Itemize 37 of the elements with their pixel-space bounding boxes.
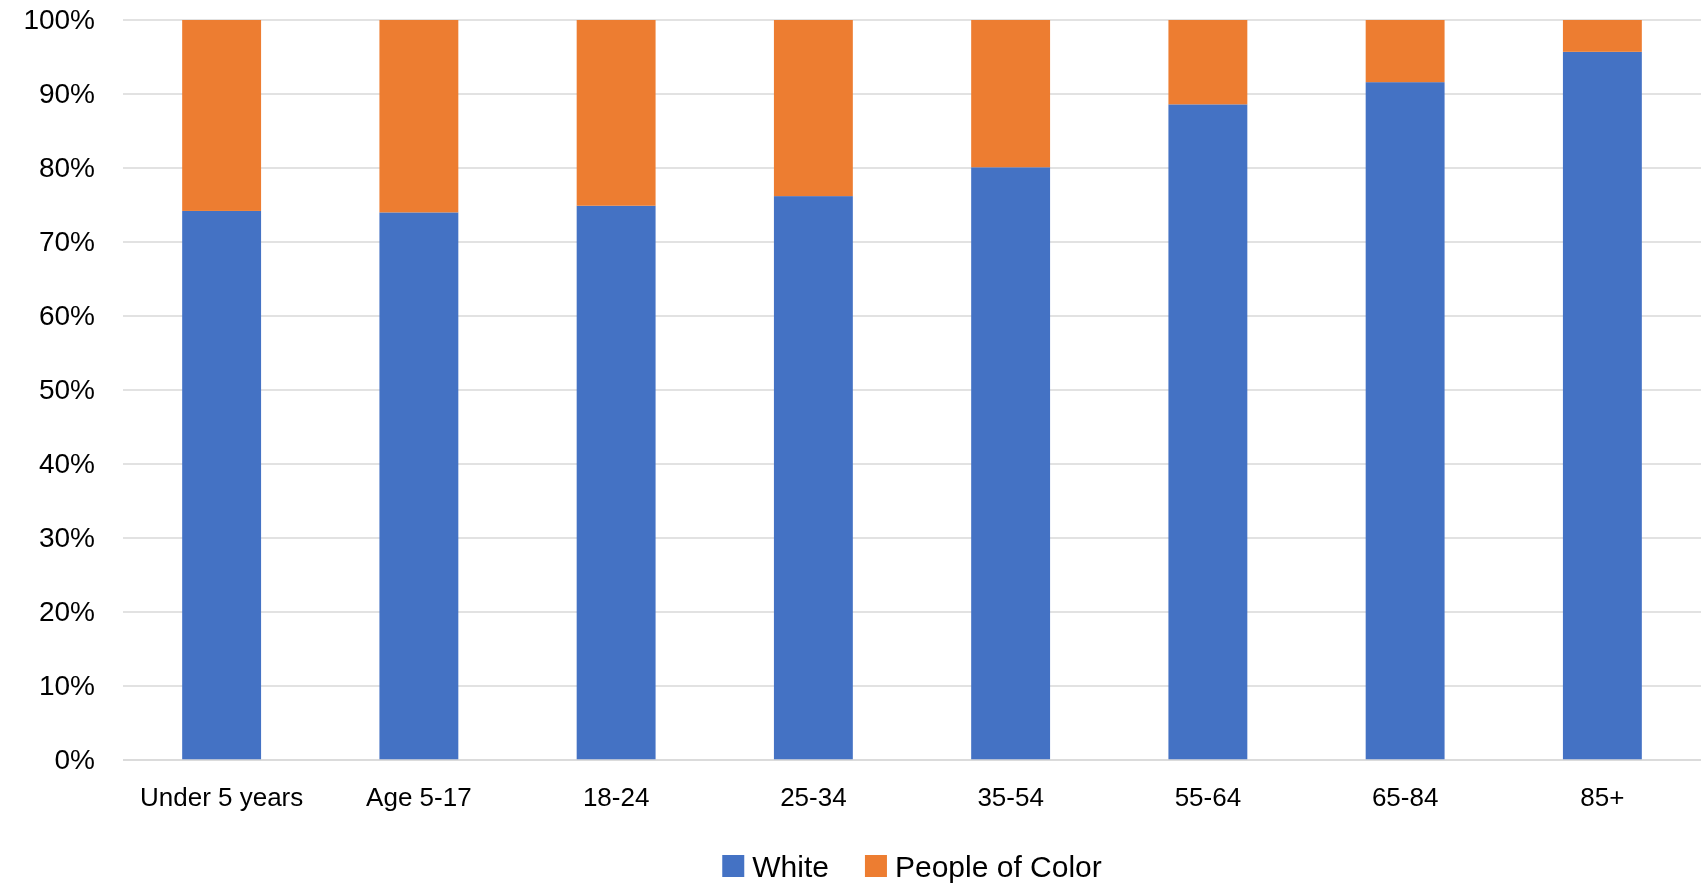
bar <box>1562 51 1642 760</box>
x-tick-label: 65-84 <box>1371 782 1439 813</box>
y-tick-label: 10% <box>38 670 95 702</box>
bar <box>1365 20 1445 83</box>
bar <box>971 20 1051 168</box>
bar <box>182 20 262 211</box>
bar <box>1168 104 1248 760</box>
bar <box>576 20 656 206</box>
x-tick-label: Under 5 years <box>139 782 304 813</box>
x-tick-label: Age 5-17 <box>366 782 472 813</box>
bar <box>379 20 459 213</box>
bar <box>773 196 853 760</box>
x-tick-label: 18-24 <box>582 782 650 813</box>
y-tick-label: 90% <box>38 78 95 110</box>
x-tick-label: 35-54 <box>977 782 1044 813</box>
bar <box>576 205 656 760</box>
x-tick-label: 85+ <box>1580 782 1625 813</box>
legend-label: People of Color <box>894 849 1102 883</box>
y-tick-label: 100% <box>23 4 95 36</box>
x-tick-label: 25-34 <box>780 782 847 813</box>
legend-label: White <box>752 849 829 883</box>
y-tick-label: 0% <box>54 744 95 776</box>
bar <box>773 20 853 197</box>
bar <box>1168 20 1248 105</box>
y-tick-label: 40% <box>38 448 95 480</box>
y-tick-label: 70% <box>38 226 95 258</box>
bar <box>379 212 459 760</box>
y-tick-label: 60% <box>38 300 95 332</box>
bar <box>1562 20 1642 52</box>
bar <box>1365 82 1445 760</box>
y-tick-label: 20% <box>38 596 95 628</box>
bar <box>182 210 262 760</box>
x-tick-label: 55-64 <box>1174 782 1242 813</box>
y-tick-label: 80% <box>38 152 95 184</box>
bar <box>971 167 1051 760</box>
y-tick-label: 30% <box>38 522 95 554</box>
y-tick-label: 50% <box>38 374 95 406</box>
